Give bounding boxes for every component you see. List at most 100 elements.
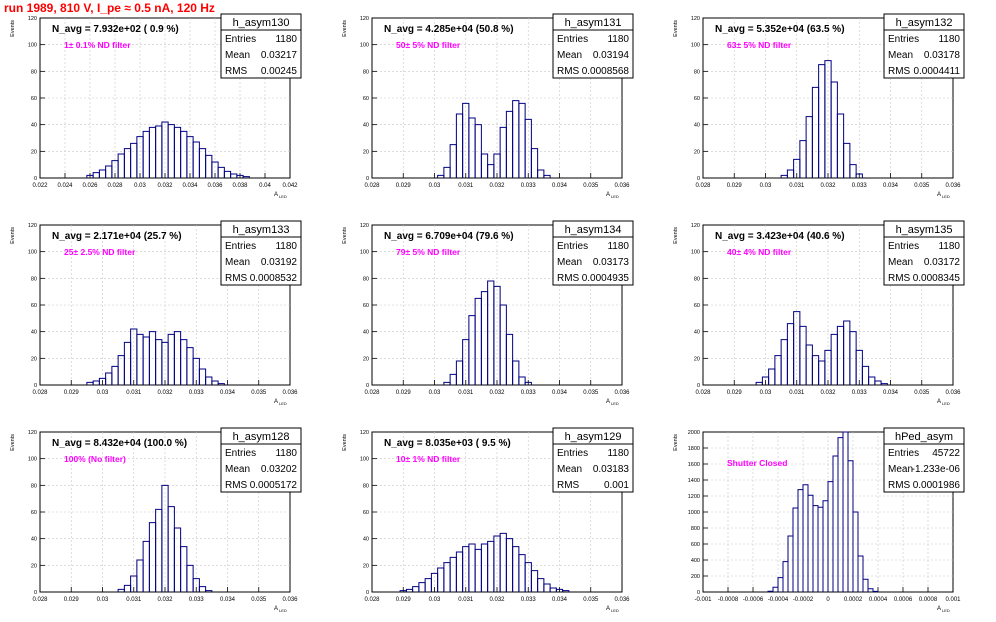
x-tick-label: 0.022	[32, 183, 48, 189]
x-tick-label: 0.036	[614, 390, 630, 396]
stats-box	[220, 13, 302, 79]
stats-value-rms: 0.00245	[261, 66, 298, 77]
y-tick-label: 200	[691, 574, 700, 580]
panel-h_asym128: 0.028 0.029 0.03 0.031 0.032 0.033 0.034 0.035 0…	[10, 427, 302, 613]
x-tick-label: 0.031	[126, 390, 142, 396]
x-tick-label: 0.033	[852, 183, 868, 189]
stats-label-mean: Mean	[225, 464, 250, 475]
stats-value-mean: 0.03172	[924, 257, 961, 268]
histogram-bin	[474, 124, 482, 178]
x-tick-label: 0	[826, 597, 830, 603]
stats-label-entries: Entries	[557, 34, 588, 45]
y-tick-label: 1000	[688, 510, 700, 516]
histogram-bin	[874, 380, 882, 385]
n-avg-label: N_avg = 7.932e+02 ( 0.9 %)	[52, 24, 179, 35]
filter-label: 100% (No filter)	[64, 454, 126, 464]
y-axis-title: Events	[10, 20, 16, 37]
y-tick-label: 80	[31, 276, 37, 282]
y-tick-label: 100	[691, 43, 700, 49]
stats-value-mean: -1.233e-06	[912, 464, 961, 475]
stats-label-mean: Mean	[888, 50, 913, 61]
y-tick-label: 80	[363, 69, 369, 75]
filter-label: 40± 4% ND filter	[727, 247, 792, 257]
y-tick-label: 0	[34, 176, 37, 182]
x-tick-label: -0.0004	[768, 597, 789, 603]
y-tick-label: 20	[363, 149, 369, 155]
stats-value-rms: 0.0004411	[913, 66, 960, 77]
stats-label-rms: RMS	[225, 66, 248, 77]
x-tick-label: 0.032	[157, 390, 173, 396]
histogram-bin	[530, 148, 539, 178]
histogram-bin	[857, 555, 864, 592]
x-axis-title-subscript: LED	[279, 194, 287, 199]
x-tick-label: 0.036	[207, 183, 223, 189]
histogram-bin	[211, 380, 219, 385]
stats-value-entries: 1180	[607, 241, 629, 252]
filter-label: 10± 1% ND filter	[396, 454, 461, 464]
run-title: run 1989, 810 V, I_pe ≈ 0.5 nA, 120 Hz	[4, 1, 215, 15]
x-tick-label: 0.031	[789, 183, 805, 189]
n-avg-label: N_avg = 4.285e+04 (50.8 %)	[384, 24, 514, 35]
x-tick-label: 0.033	[189, 597, 205, 603]
x-axis-title: A	[274, 192, 278, 198]
stats-label-mean: Mean	[225, 257, 250, 268]
y-tick-label: 80	[31, 483, 37, 489]
x-tick-label: 0.035	[583, 597, 599, 603]
x-tick-label: 0.034	[883, 390, 899, 396]
x-tick-label: 0.0004	[869, 597, 888, 603]
x-tick-label: 0.032	[489, 390, 505, 396]
filter-label: 1± 0.1% ND filter	[64, 40, 131, 50]
x-tick-label: 0.032	[157, 597, 173, 603]
x-tick-label: 0.0008	[919, 597, 938, 603]
x-axis-title: A	[606, 606, 610, 612]
x-tick-label: 0.028	[695, 183, 711, 189]
y-tick-label: 40	[694, 123, 700, 129]
x-tick-label: 0.034	[220, 390, 236, 396]
stats-label-entries: Entries	[225, 448, 256, 459]
x-tick-label: 0.032	[820, 390, 836, 396]
stats-value-rms: 0.001	[604, 480, 629, 491]
y-tick-label: 60	[363, 96, 369, 102]
x-tick-label: -0.0008	[718, 597, 739, 603]
x-tick-label: 0.034	[182, 183, 198, 189]
stats-value-mean: 0.03217	[261, 50, 298, 61]
stats-value-entries: 1180	[275, 241, 297, 252]
histogram-name: h_asym128	[233, 431, 290, 443]
x-tick-label: 0.031	[126, 597, 142, 603]
y-tick-label: 0	[697, 590, 700, 596]
n-avg-label: N_avg = 5.352e+04 (63.5 %)	[715, 24, 845, 35]
y-tick-label: 2000	[688, 430, 700, 436]
histogram-bin	[862, 578, 869, 592]
y-tick-label: 120	[360, 16, 369, 22]
x-tick-label: 0.034	[552, 597, 568, 603]
stats-value-rms: 0.0008568	[582, 66, 630, 77]
stats-value-rms: 0.0008345	[913, 273, 961, 284]
stats-value-mean: 0.03183	[593, 464, 630, 475]
x-tick-label: 0.032	[489, 597, 505, 603]
x-tick-label: -0.0002	[793, 597, 814, 603]
x-tick-label: 0.028	[364, 183, 380, 189]
stats-label-entries: Entries	[225, 241, 256, 252]
x-axis-title: A	[606, 192, 610, 198]
stats-value-entries: 1180	[275, 448, 297, 459]
y-tick-label: 100	[28, 43, 37, 49]
y-axis-title: Events	[673, 20, 679, 37]
y-axis-title: Events	[10, 227, 16, 244]
y-tick-label: 0	[366, 383, 369, 389]
x-axis-title: A	[937, 606, 941, 612]
x-tick-label: 0.028	[32, 597, 48, 603]
x-tick-label: 0.028	[364, 390, 380, 396]
histogram-bin	[849, 164, 857, 178]
histogram-name: hPed_asym	[895, 431, 953, 443]
y-tick-label: 20	[31, 356, 37, 362]
x-tick-label: 0.035	[251, 597, 267, 603]
x-tick-label: 0.03	[760, 390, 772, 396]
x-tick-label: 0.036	[945, 183, 961, 189]
n-avg-label: N_avg = 2.171e+04 (25.7 %)	[52, 231, 182, 242]
x-tick-label: 0.029	[64, 597, 80, 603]
stats-label-mean: Mean	[225, 50, 250, 61]
histogram-name: h_asym133	[233, 224, 290, 236]
filter-label: 50± 5% ND filter	[396, 40, 461, 50]
panel-h_asym134: 0.028 0.029 0.03 0.031 0.032 0.033 0.034 0.035 0…	[342, 220, 634, 406]
